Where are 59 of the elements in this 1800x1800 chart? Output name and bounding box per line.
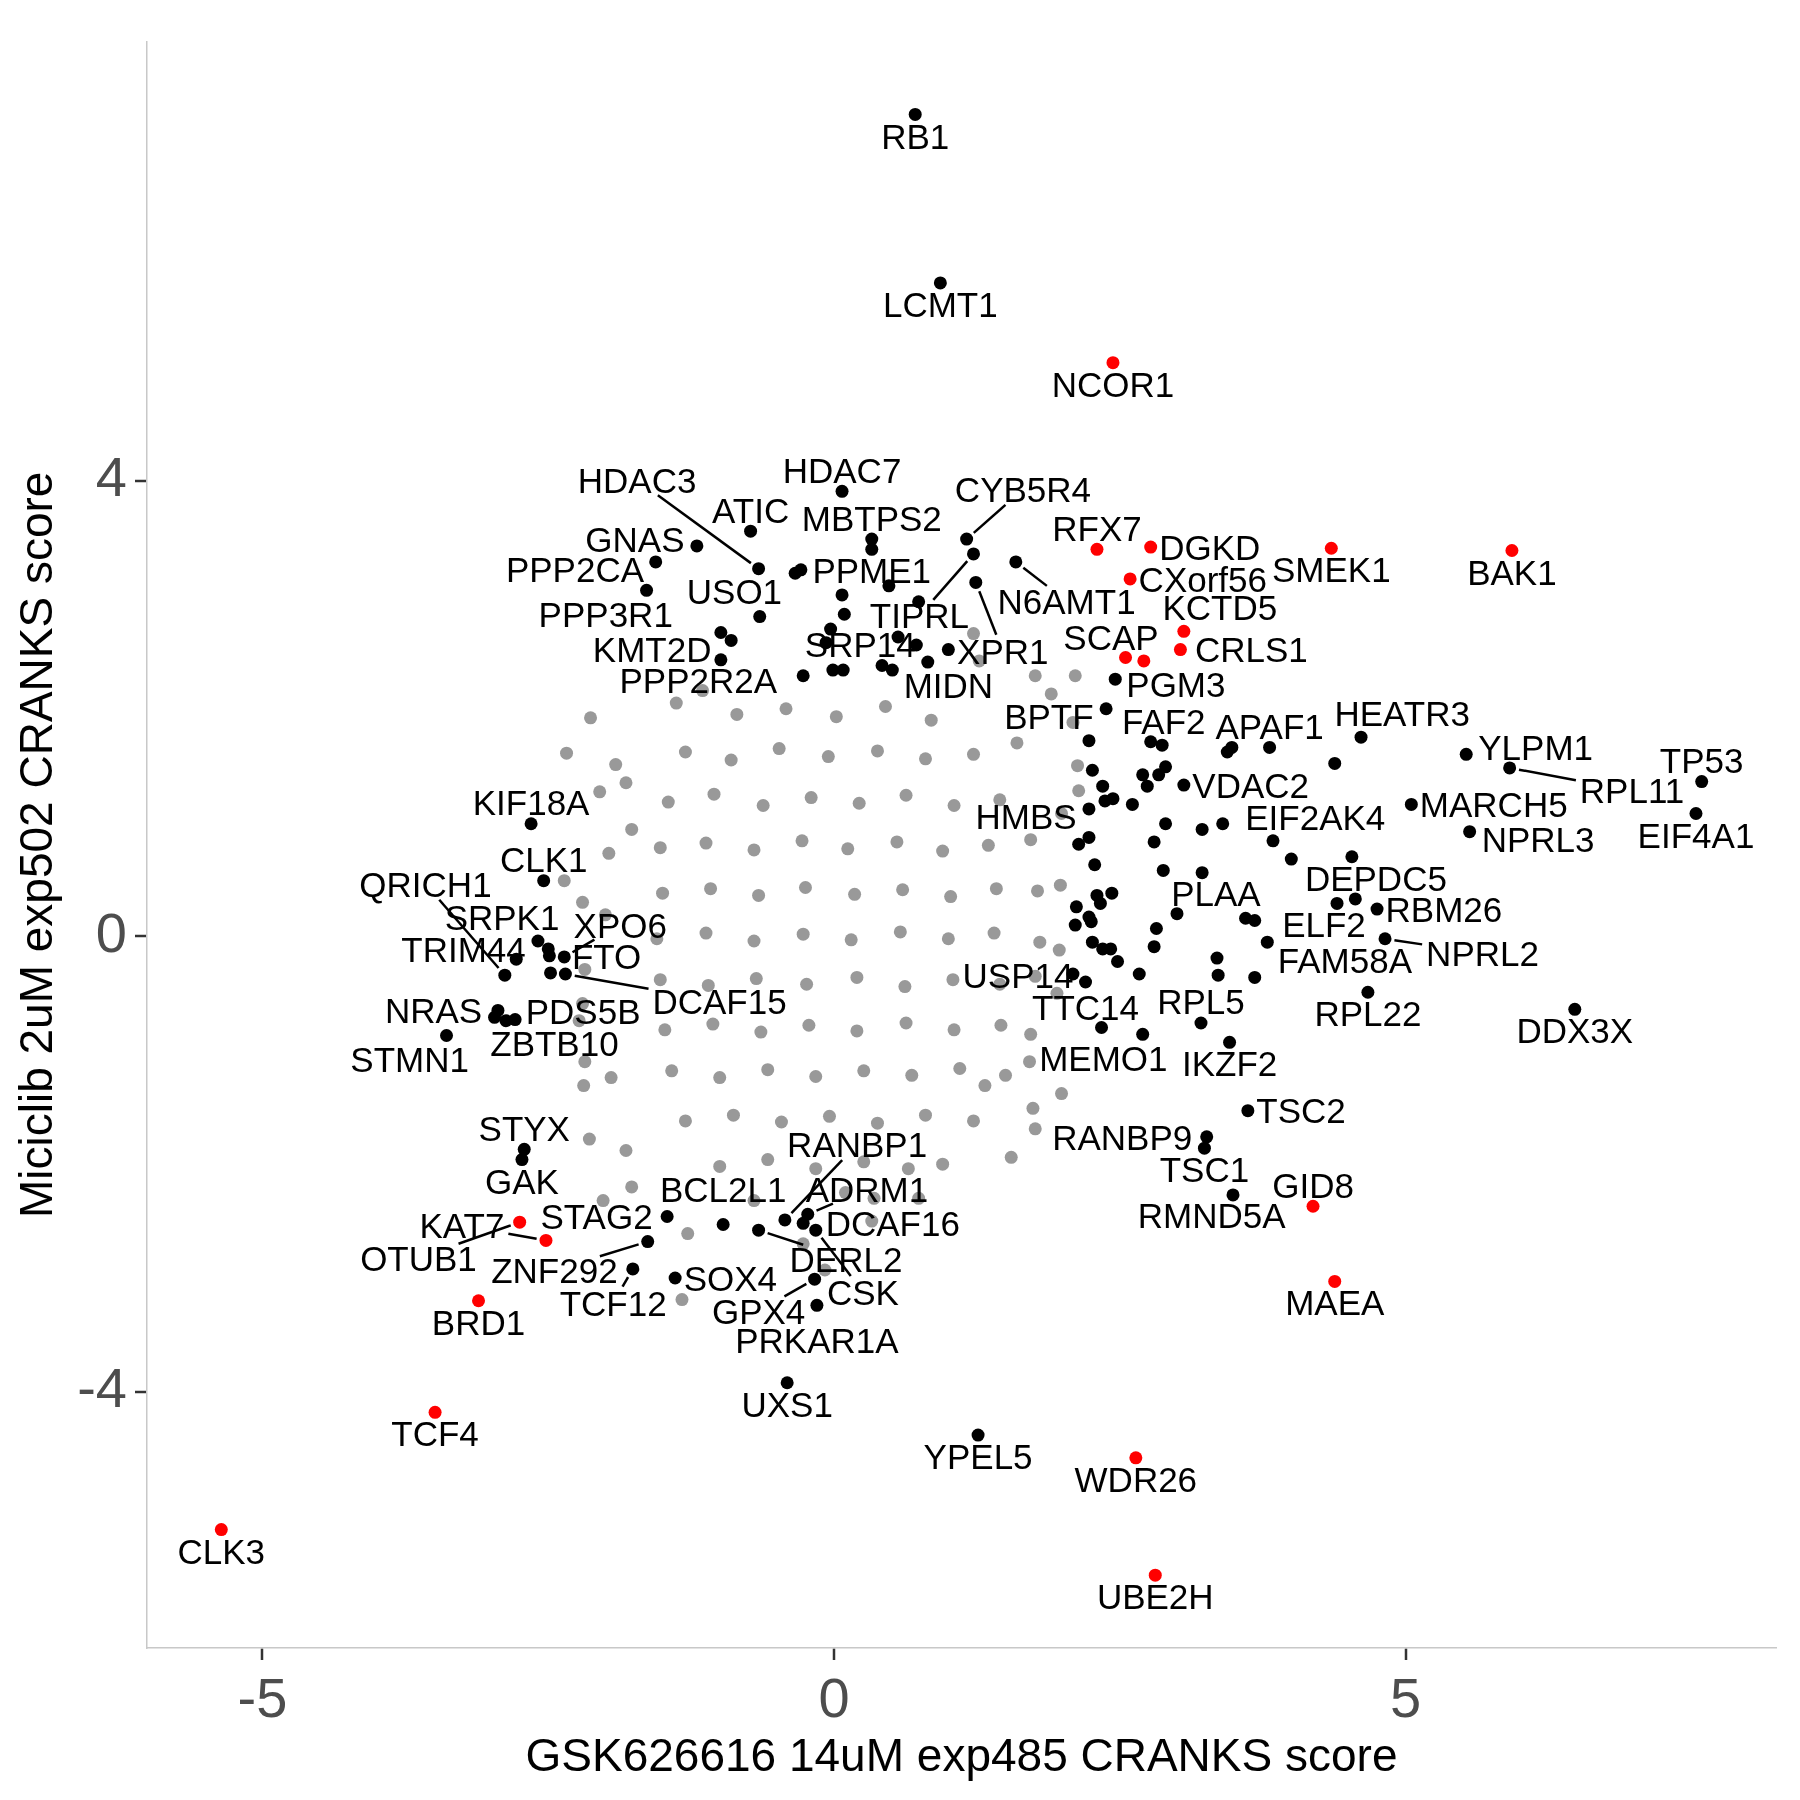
annotation: CLK3 xyxy=(177,1531,266,1571)
annotation: WDR26 xyxy=(1074,1459,1198,1499)
annotation: BRD1 xyxy=(431,1302,526,1342)
annotation: GID8 xyxy=(1272,1165,1354,1205)
annotation: APAF1 xyxy=(1215,706,1324,746)
annotation: MAEA xyxy=(1285,1283,1385,1323)
annotation: DDX3X xyxy=(1516,1011,1634,1051)
annotation: IKZF2 xyxy=(1181,1044,1278,1084)
annotation: KIF18A xyxy=(472,783,591,823)
annotation: EIF4A1 xyxy=(1637,815,1755,855)
annotation: ATIC xyxy=(712,490,790,530)
annotation: NRAS xyxy=(384,991,483,1030)
annotation: YLPM1 xyxy=(1478,728,1594,768)
annotation: QRICH1 xyxy=(359,864,492,904)
annotation: CLK1 xyxy=(499,840,588,880)
x-tick-label: -5 xyxy=(237,1666,288,1730)
annotation: RFX7 xyxy=(1052,508,1142,548)
annotation: RANBP1 xyxy=(787,1125,928,1165)
annotation: HEATR3 xyxy=(1334,694,1470,734)
annotation: RB1 xyxy=(881,116,950,156)
x-axis-title: GSK626616 14uM exp485 CRANKS score xyxy=(525,1729,1398,1782)
annotation: CYB5R4 xyxy=(954,470,1092,510)
annotation: HDAC3 xyxy=(577,460,697,500)
annotation: NPRL2 xyxy=(1426,934,1539,974)
annotation: BPTF xyxy=(1004,696,1094,736)
annotation: YPEL5 xyxy=(923,1437,1033,1477)
annotation: PPME1 xyxy=(812,551,932,591)
annotation: HMBS xyxy=(975,796,1077,836)
annotation: SOX4 xyxy=(683,1258,778,1298)
annotation: DEPDC5 xyxy=(1304,859,1447,899)
annotation: SMEK1 xyxy=(1271,550,1391,590)
annotation: DCAF15 xyxy=(652,982,787,1022)
x-tick-label: 0 xyxy=(818,1666,850,1730)
annotation: STMN1 xyxy=(350,1039,469,1079)
annotation: XPO6 xyxy=(573,905,667,945)
y-tick-label: 0 xyxy=(95,900,127,964)
annotation: MBTPS2 xyxy=(801,498,942,538)
annotation: NCOR1 xyxy=(1051,364,1175,404)
annotation: STYX xyxy=(478,1108,570,1148)
annotation: BAK1 xyxy=(1467,552,1557,592)
annotation: MEMO1 xyxy=(1039,1038,1168,1078)
annotation: RPL5 xyxy=(1157,982,1245,1022)
annotation: TSC2 xyxy=(1256,1091,1346,1131)
annotation: RPL22 xyxy=(1314,994,1422,1034)
annotation: PLAA xyxy=(1171,874,1262,914)
y-axis-title: Miciclib 2uM exp502 CRANKS score xyxy=(10,471,63,1219)
annotation: TCF4 xyxy=(391,1414,479,1454)
annotation: HDAC7 xyxy=(782,450,902,490)
annotation: UXS1 xyxy=(741,1384,833,1424)
y-tick-label: 4 xyxy=(95,445,127,509)
annotation: DGKD xyxy=(1159,527,1261,567)
annotation: LCMT1 xyxy=(882,285,998,325)
annotation: CSK xyxy=(827,1272,899,1312)
annotation: USO1 xyxy=(686,571,783,611)
annotation: BCL2L1 xyxy=(659,1169,787,1209)
annotation: DCAF16 xyxy=(825,1204,960,1244)
x-tick-label: 5 xyxy=(1390,1666,1422,1730)
y-tick-label: -4 xyxy=(77,1356,127,1420)
annotation: UBE2H xyxy=(1096,1577,1214,1617)
